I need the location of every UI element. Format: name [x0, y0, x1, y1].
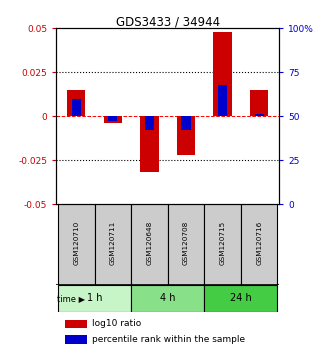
Bar — [58, 204, 95, 285]
Text: GSM120648: GSM120648 — [146, 221, 152, 265]
Text: 1 h: 1 h — [87, 293, 102, 303]
Text: GSM120715: GSM120715 — [220, 221, 226, 265]
Text: 24 h: 24 h — [230, 293, 252, 303]
Text: GSM120710: GSM120710 — [73, 221, 79, 265]
Bar — [131, 285, 204, 312]
Bar — [213, 32, 232, 116]
Text: log10 ratio: log10 ratio — [92, 319, 141, 329]
Bar — [140, 116, 159, 172]
Bar — [204, 204, 241, 285]
Bar — [58, 285, 131, 312]
Bar — [181, 116, 191, 130]
Bar — [218, 85, 227, 116]
Text: percentile rank within the sample: percentile rank within the sample — [92, 335, 245, 344]
Bar — [65, 320, 87, 328]
Text: GSM120716: GSM120716 — [256, 221, 262, 265]
Text: 4 h: 4 h — [160, 293, 176, 303]
Text: time ▶: time ▶ — [56, 294, 85, 303]
Bar — [67, 90, 85, 116]
Bar — [108, 116, 117, 121]
Text: GSM120711: GSM120711 — [110, 221, 116, 265]
Bar — [145, 116, 154, 130]
Bar — [255, 114, 264, 116]
Bar — [177, 116, 195, 155]
Bar — [65, 335, 87, 343]
Text: GSM120708: GSM120708 — [183, 221, 189, 265]
Bar — [204, 285, 277, 312]
Bar — [95, 204, 131, 285]
Bar — [168, 204, 204, 285]
Bar — [131, 204, 168, 285]
Title: GDS3433 / 34944: GDS3433 / 34944 — [116, 15, 220, 28]
Bar — [250, 90, 268, 116]
Bar — [104, 116, 122, 123]
Bar — [72, 99, 81, 116]
Bar — [241, 204, 277, 285]
